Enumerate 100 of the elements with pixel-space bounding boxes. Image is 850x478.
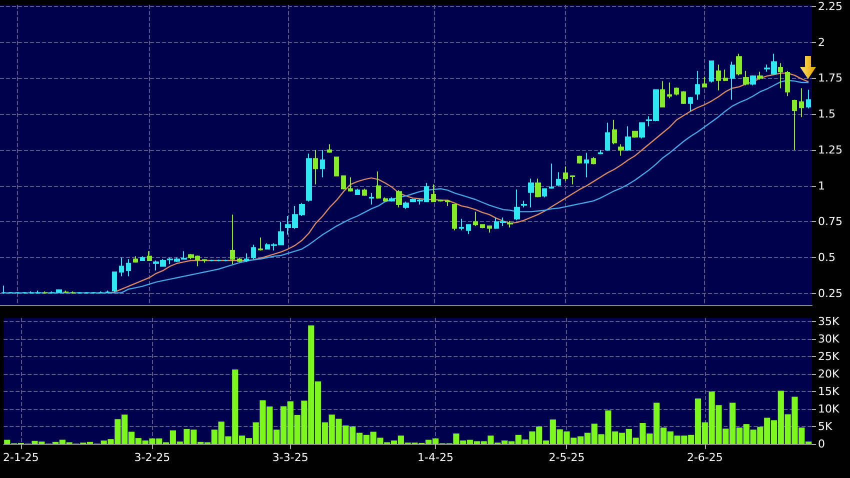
candlestick (35, 290, 41, 294)
candlestick (487, 224, 492, 234)
candlestick (15, 292, 20, 294)
candlestick (84, 292, 89, 294)
candlestick (42, 290, 48, 294)
candlestick (806, 89, 811, 109)
y-tick-label: 2.25 (818, 0, 842, 13)
candlestick (598, 149, 603, 155)
candlestick (230, 214, 235, 265)
candlestick (452, 204, 457, 231)
candlestick (77, 292, 82, 294)
candlestick (688, 96, 693, 112)
x-tick-label: 2-1-25 (2, 451, 39, 464)
candlestick (514, 188, 520, 221)
candlestick (577, 155, 582, 164)
candlestick (105, 290, 110, 294)
candlestick (535, 178, 541, 198)
candlestick (750, 74, 756, 86)
y-tick-label: 2 (818, 36, 825, 49)
candlestick (355, 188, 360, 195)
y-tick-label: 1 (818, 179, 825, 192)
y-tick-label: 5K (818, 420, 833, 433)
candlestick (625, 126, 631, 152)
candlestick (202, 258, 207, 264)
candlestick (98, 290, 103, 294)
candlestick (438, 199, 443, 202)
y-tick-label: 30K (818, 332, 840, 346)
candlestick (556, 172, 561, 186)
candlestick (743, 70, 749, 86)
candlestick (22, 292, 27, 294)
candlestick (778, 62, 783, 89)
y-tick-label: 15K (818, 385, 840, 398)
y-tick-label: 0 (818, 438, 825, 450)
candlestick (792, 99, 797, 150)
candlestick (320, 149, 325, 178)
candlestick (709, 60, 714, 84)
candlestick (1, 285, 6, 294)
candlestick (674, 87, 679, 96)
candlestick (396, 190, 402, 208)
candlestick (480, 224, 485, 229)
x-tick-label: 2-5-25 (548, 451, 585, 464)
candlestick (612, 119, 617, 145)
candlestick (306, 153, 312, 202)
candlestick (473, 211, 478, 227)
candlestick (785, 70, 790, 97)
candlestick (667, 82, 672, 99)
candlestick (216, 259, 221, 262)
candlestick (140, 256, 145, 261)
y-tick-label: 20K (818, 368, 840, 380)
candlestick (91, 292, 96, 294)
candlestick (119, 257, 124, 277)
candlestick (757, 71, 763, 80)
candlestick (49, 290, 55, 294)
candlestick (70, 290, 76, 294)
x-tick-label: 3-2-25 (134, 451, 170, 464)
candlestick (723, 69, 728, 82)
candlestick (521, 200, 527, 208)
candlestick (660, 80, 665, 108)
candlestick (334, 156, 339, 176)
candlestick (618, 144, 624, 156)
candlestick (584, 152, 589, 178)
candlestick (403, 201, 409, 210)
candlestick (542, 188, 547, 198)
candlestick (730, 61, 735, 100)
candlestick (327, 144, 332, 154)
y-tick-label: 10K (818, 402, 840, 416)
candlestick (591, 156, 596, 165)
candlestick (362, 188, 367, 196)
candlestick (133, 256, 138, 264)
candlestick (126, 258, 131, 277)
candlestick (223, 259, 228, 262)
x-tick-label: 1-4-25 (418, 451, 454, 464)
y-tick-label: 1.25 (818, 143, 842, 156)
y-tick-label: 35K (818, 315, 840, 328)
candlestick (63, 290, 69, 294)
candlestick (528, 178, 534, 208)
candlestick (258, 237, 263, 251)
candlestick (466, 224, 471, 234)
candlestick (29, 290, 34, 294)
candlestick (348, 176, 353, 192)
candlestick (313, 149, 318, 185)
candlestick (695, 70, 700, 100)
candlestick (8, 292, 13, 294)
candlestick (563, 166, 568, 182)
candlestick (605, 122, 610, 152)
y-tick-label: 0.75 (818, 215, 842, 228)
candlestick (431, 184, 436, 202)
candlestick (376, 171, 381, 200)
candlestick (736, 53, 742, 76)
candlestick (209, 259, 214, 262)
candlestick (341, 175, 346, 190)
candlestick (799, 88, 804, 118)
candlestick (369, 192, 374, 206)
candlestick (389, 196, 395, 202)
candlestick (639, 122, 645, 139)
y-tick-label: 1.75 (818, 72, 842, 85)
candlestick (56, 288, 62, 294)
candlestick (383, 196, 388, 202)
x-tick-label: 2-6-25 (686, 451, 723, 464)
candlestick (681, 90, 686, 105)
